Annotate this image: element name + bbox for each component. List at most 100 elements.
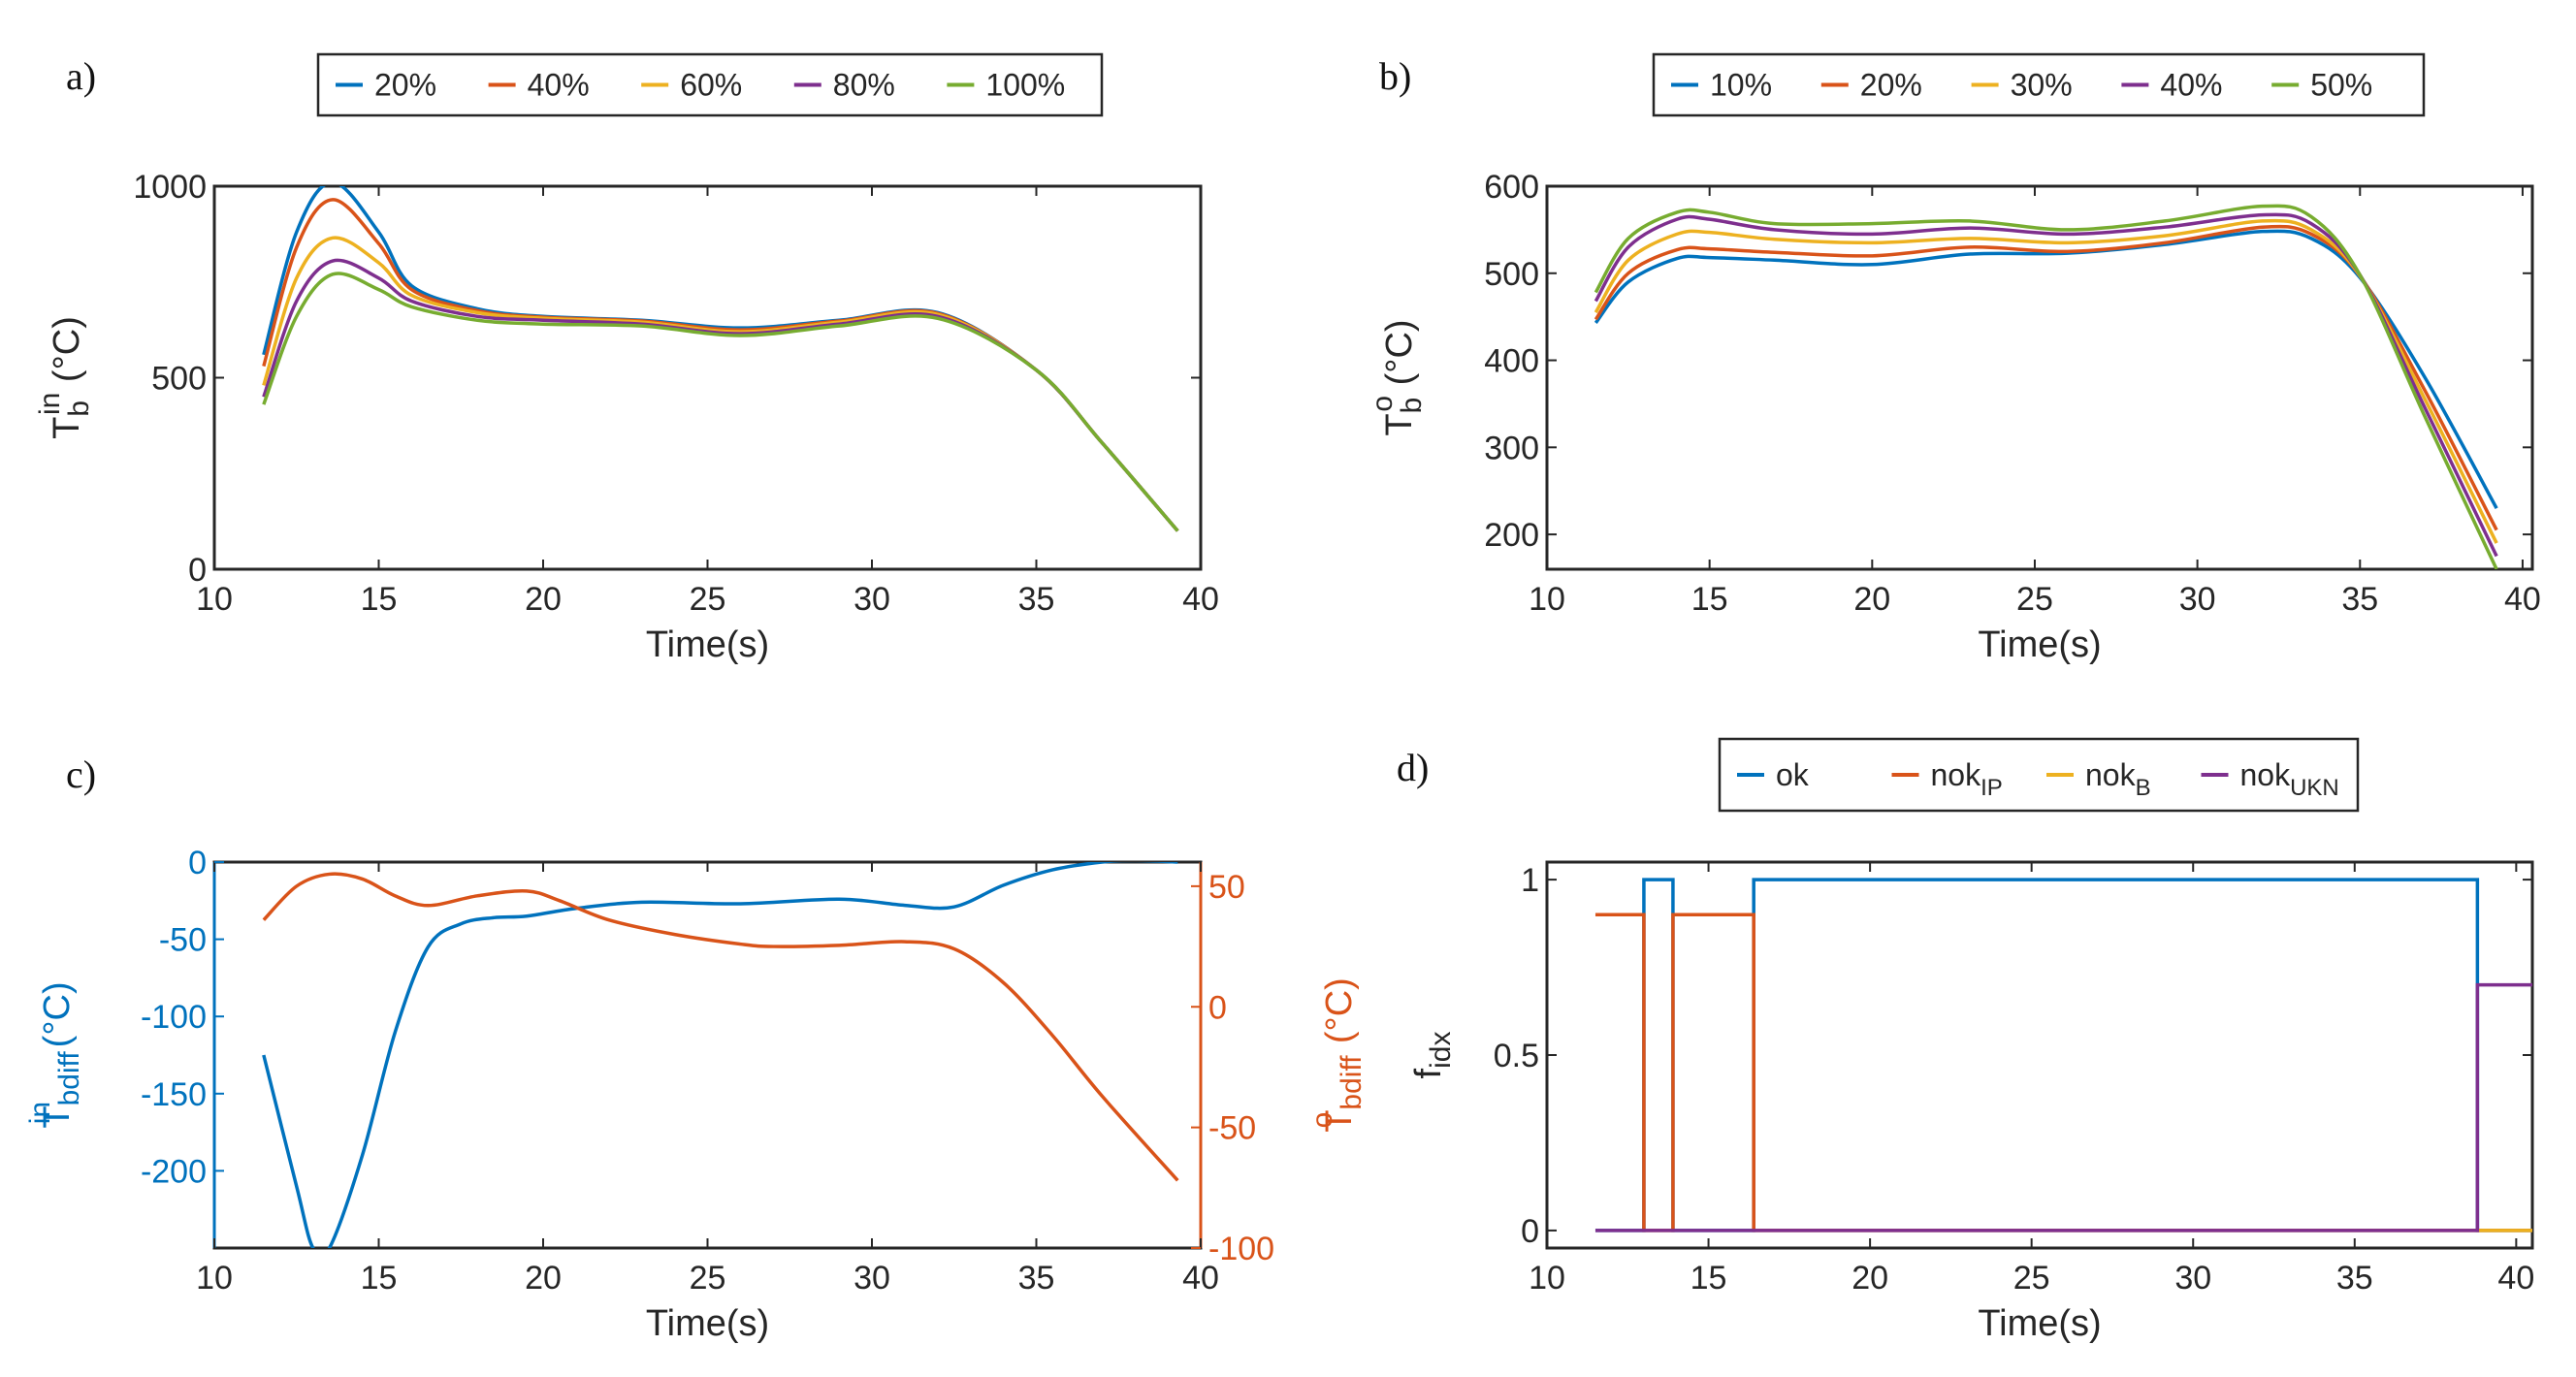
panel-b: b) 10 15 20 25 30 35 40 Time(s) 200 300 400 500 600 Tb… (1367, 52, 2541, 665)
legend-item: 10% (1671, 68, 1772, 103)
y-tick-label: -50 (159, 922, 207, 959)
legend-label-text: 100% (985, 68, 1065, 103)
legend-item: nokIP (1891, 757, 2003, 801)
panel-c: c) 10 15 20 25 30 35 40 Time(s) -200 -150 -100 -50 0 T… (24, 753, 1368, 1344)
legend: 20% 40% 60% 80% 100% (316, 52, 1104, 117)
legend-label: nokIP (1931, 757, 2003, 801)
legend-label: 60% (680, 68, 742, 103)
y-tick-label: -100 (141, 999, 207, 1036)
y-axis-label-sub: idx (1425, 1032, 1457, 1069)
legend-label-text: 10% (1710, 68, 1772, 103)
legend-label-sub: B (2136, 775, 2151, 801)
legend-label: 40% (2160, 68, 2222, 103)
y-axis-label-sub: b (63, 400, 95, 417)
legend-label-text: 40% (528, 68, 590, 103)
legend: ok nokIP nokB nokUKN (1718, 737, 2360, 813)
legend-label: 10% (1710, 68, 1772, 103)
x-tick-label: 30 (853, 581, 890, 618)
y-tick-label: 0 (188, 845, 207, 881)
y-tick-label: 300 (1484, 430, 1539, 466)
y-tick-label: 0 (188, 552, 207, 589)
y-tick-label: 0 (1521, 1213, 1539, 1250)
legend-item: 20% (1820, 68, 1922, 103)
x-axis-label: Time(s) (646, 624, 769, 665)
x-tick-label: 40 (2504, 581, 2541, 618)
y-axis-label-base: f (1408, 1068, 1449, 1078)
y-right-axis-label-base: T (1319, 1110, 1360, 1133)
legend-item: nokB (2046, 757, 2151, 801)
y-axis-label-unit: (°C) (1379, 319, 1420, 396)
legend-item: 60% (641, 68, 742, 103)
x-tick-label: 30 (2179, 581, 2216, 618)
legend-item: 40% (488, 68, 590, 103)
legend-label-text: nok (2085, 757, 2137, 792)
legend-label-text: 30% (2011, 68, 2073, 103)
legend-label: 20% (374, 68, 436, 103)
x-tick-label: 30 (853, 1260, 890, 1297)
legend-label: 20% (1860, 68, 1922, 103)
panel-a: a) 10 15 20 25 30 35 40 Time(s) 0 500 1000 Tbin (°C)… (34, 52, 1219, 665)
legend-item: 20% (336, 68, 436, 103)
legend-label-text: nok (1931, 757, 1982, 792)
x-axis-label: Time(s) (1978, 1303, 2101, 1344)
legend-item: 50% (2271, 68, 2372, 103)
x-tick-label: 15 (361, 1260, 398, 1297)
y-tick-label: 500 (151, 361, 207, 398)
legend: 10% 20% 30% 40% 50% (1652, 52, 2426, 117)
y-right-tick-label: 0 (1208, 989, 1227, 1026)
legend-item: ok (1737, 757, 1810, 792)
y-tick-label: 200 (1484, 517, 1539, 554)
legend-label: 100% (985, 68, 1065, 103)
x-tick-label: 40 (1182, 1260, 1219, 1297)
y-axis-label-sub: b (1396, 398, 1428, 414)
legend-label: 30% (2011, 68, 2073, 103)
legend-label-text: nok (2240, 757, 2292, 792)
legend-label-text: 80% (833, 68, 895, 103)
y-tick-label: 0.5 (1494, 1038, 1539, 1074)
y-axis-label: Tbo (°C) (1367, 319, 1428, 435)
x-tick-label: 15 (361, 581, 398, 618)
x-tick-label: 40 (2497, 1260, 2534, 1297)
y-right-tick-label: -100 (1208, 1231, 1274, 1267)
x-tick-label: 35 (1018, 1260, 1055, 1297)
x-tick-label: 25 (2013, 1260, 2050, 1297)
legend-label: nokUKN (2240, 757, 2339, 801)
x-tick-label: 20 (1852, 1260, 1888, 1297)
y-axis-label-base: T (37, 1105, 78, 1128)
y-axis-label: Tbin (°C) (34, 316, 95, 439)
x-tick-label: 10 (1529, 581, 1565, 618)
series-line-nokUKN (1594, 982, 2532, 1233)
x-tick-label: 15 (1691, 581, 1728, 618)
panel-label: b) (1379, 54, 1411, 98)
y-axis-label: Tbdiffin (°C) (24, 981, 85, 1128)
x-tick-label: 35 (1018, 581, 1055, 618)
y-axis-label-base: T (1379, 413, 1420, 435)
y-tick-label: 500 (1484, 256, 1539, 293)
y-axis-label-sup: in (34, 393, 66, 415)
series-line-Tobdiff (262, 872, 1179, 1182)
y-axis-label-sub: bdiff (53, 1051, 85, 1106)
y-axis-label-sup: o (1367, 396, 1399, 412)
legend-item: 100% (947, 68, 1065, 103)
y-right-axis-label: Tbdiff o (°C) (1306, 977, 1368, 1133)
legend-label-sub: UKN (2290, 775, 2339, 801)
x-tick-label: 25 (690, 1260, 726, 1297)
legend-label: ok (1776, 757, 1810, 792)
y-right-axis-label-unit: (°C) (1319, 977, 1360, 1054)
series-line-Tinbdiff (262, 862, 1178, 1248)
y-axis-label-sup: in (24, 1102, 56, 1124)
legend-label-text: ok (1776, 757, 1810, 792)
plot-area (212, 860, 1203, 1250)
x-tick-label: 35 (2336, 1260, 2373, 1297)
y-axis-label-unit: (°C) (37, 981, 78, 1058)
y-right-tick-label: -50 (1208, 1110, 1256, 1147)
y-tick-label: -150 (141, 1076, 207, 1113)
panel-label: d) (1397, 746, 1429, 789)
legend-label: 50% (2310, 68, 2372, 103)
legend-label-text: 20% (374, 68, 436, 103)
series-line-100 (262, 272, 1179, 532)
panel-label: a) (66, 54, 96, 98)
plot-area (1545, 860, 2534, 1250)
y-tick-label: 600 (1484, 169, 1539, 206)
